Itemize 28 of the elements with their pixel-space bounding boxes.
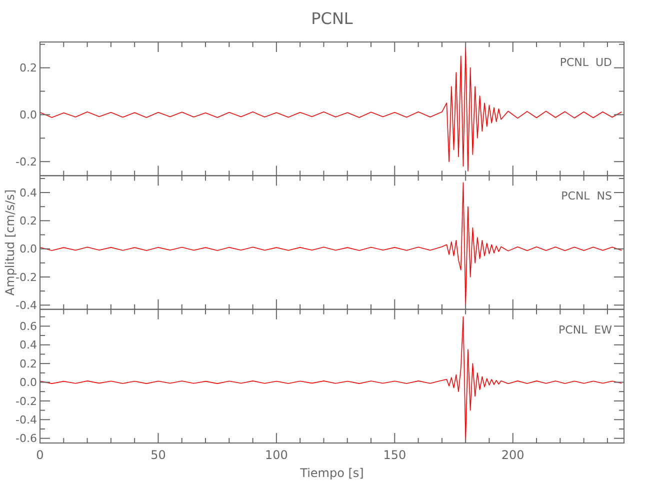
y-tick-label: -0.2 [16, 155, 37, 168]
x-axis-title: Tiempo [s] [299, 466, 364, 480]
y-tick-label: 0.0 [20, 242, 37, 256]
annotation: PCNL UD [560, 56, 612, 69]
y-tick-label: -0.4 [16, 413, 37, 426]
y-tick-label: -0.4 [16, 298, 37, 312]
line-series [40, 46, 622, 172]
x-tick-label: 0 [36, 448, 44, 462]
y-tick-label: -0.2 [16, 394, 37, 408]
x-tick-label: 200 [501, 448, 524, 462]
chart-title: PCNL [311, 9, 353, 28]
x-tick-label: 50 [150, 448, 166, 462]
y-tick-label: 0.4 [20, 338, 37, 352]
y-tick-label: 0.2 [20, 62, 37, 75]
y-tick-label: 0.0 [20, 108, 37, 122]
y-tick-label: -0.6 [16, 432, 37, 446]
y-tick-label: 0.6 [20, 320, 37, 334]
y-tick-label: -0.2 [16, 270, 37, 284]
x-tick-label: 150 [383, 448, 406, 462]
y-tick-label: 0.4 [20, 186, 37, 200]
y-axis-title: Amplitud [cm/s/s] [3, 189, 17, 296]
line-series [40, 182, 622, 306]
x-tick-label: 100 [264, 448, 288, 462]
y-tick-label: 0.2 [20, 357, 37, 370]
y-tick-label: 0.2 [20, 214, 37, 228]
y-tick-label: 0.0 [20, 376, 37, 390]
annotation: PCNL EW [558, 323, 612, 336]
annotation: PCNL NS [561, 190, 612, 203]
